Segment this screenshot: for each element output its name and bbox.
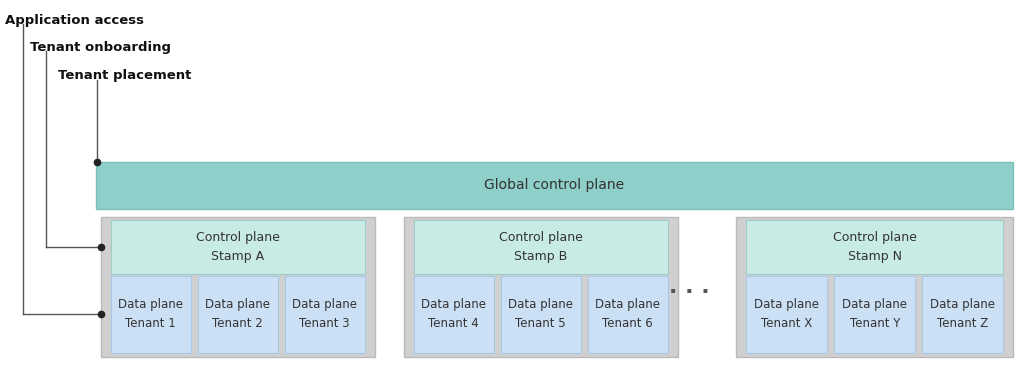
- Text: Data plane
Tenant 5: Data plane Tenant 5: [508, 298, 574, 330]
- Text: Data plane
Tenant X: Data plane Tenant X: [754, 298, 819, 330]
- Text: Data plane
Tenant 2: Data plane Tenant 2: [205, 298, 270, 330]
- Text: Control plane
Stamp B: Control plane Stamp B: [499, 231, 583, 263]
- Text: Tenant onboarding: Tenant onboarding: [30, 41, 171, 53]
- Text: Data plane
Tenant Z: Data plane Tenant Z: [931, 298, 995, 330]
- Bar: [746, 276, 827, 353]
- Bar: [413, 276, 494, 353]
- Bar: [111, 220, 364, 274]
- Bar: [111, 276, 191, 353]
- Text: Data plane
Tenant 4: Data plane Tenant 4: [421, 298, 486, 330]
- Text: Data plane
Tenant Y: Data plane Tenant Y: [842, 298, 907, 330]
- Bar: [746, 220, 1003, 274]
- Bar: [922, 276, 1003, 353]
- Bar: [501, 276, 581, 353]
- Bar: [285, 276, 364, 353]
- Text: Application access: Application access: [5, 14, 145, 27]
- Bar: [403, 217, 678, 357]
- Text: Global control plane: Global control plane: [484, 178, 625, 192]
- Text: Data plane
Tenant 6: Data plane Tenant 6: [595, 298, 660, 330]
- Text: Control plane
Stamp N: Control plane Stamp N: [833, 231, 916, 263]
- Text: Data plane
Tenant 1: Data plane Tenant 1: [118, 298, 184, 330]
- Text: Data plane
Tenant 3: Data plane Tenant 3: [292, 298, 357, 330]
- Bar: [834, 276, 915, 353]
- Text: . . .: . . .: [669, 277, 709, 297]
- Bar: [95, 162, 1014, 209]
- Text: Control plane
Stamp A: Control plane Stamp A: [196, 231, 280, 263]
- Bar: [736, 217, 1014, 357]
- Bar: [198, 276, 278, 353]
- Bar: [413, 220, 668, 274]
- Bar: [588, 276, 668, 353]
- Text: Tenant placement: Tenant placement: [57, 68, 191, 82]
- Bar: [101, 217, 374, 357]
